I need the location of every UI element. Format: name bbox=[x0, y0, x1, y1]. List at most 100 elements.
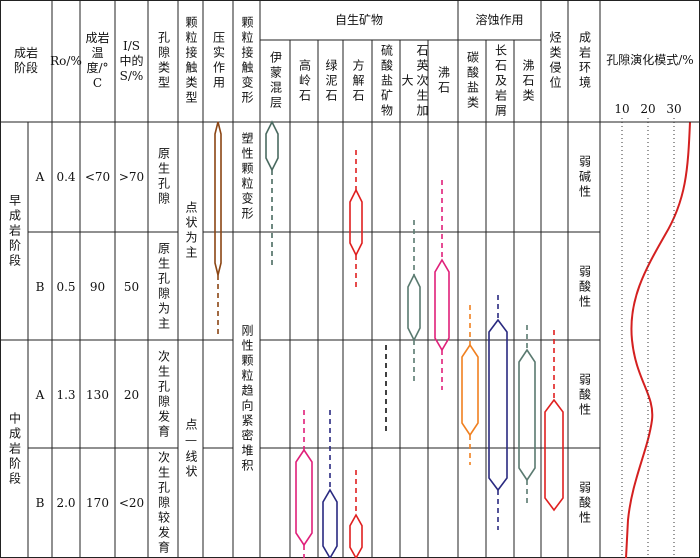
stage-name-text: 中成岩阶段 bbox=[7, 411, 22, 487]
header-cell-text: 成岩阶段 bbox=[13, 46, 38, 75]
range-glyph bbox=[349, 188, 363, 257]
header-cell: Ro/% bbox=[50, 0, 82, 122]
pore-type: 原生孔隙 bbox=[148, 122, 178, 232]
header-cell: 自生矿物 bbox=[260, 0, 458, 40]
header-cell-text: 长石及岩屑 bbox=[493, 43, 508, 119]
smectite-text: 20 bbox=[123, 387, 140, 402]
header-cell: 沸石 bbox=[428, 40, 458, 122]
pore-type-text: 次生孔隙较发育 bbox=[156, 450, 171, 556]
smectite-text: 50 bbox=[123, 279, 140, 294]
temperature-text: 170 bbox=[86, 495, 109, 510]
porosity-tick-label-text: 10 bbox=[614, 101, 630, 116]
header-cell: 烃类侵位 bbox=[541, 0, 568, 122]
deformation-text: 塑性颗粒变形 bbox=[240, 132, 254, 222]
substage: A bbox=[28, 122, 52, 232]
range-glyph bbox=[322, 488, 338, 558]
porosity-curve bbox=[625, 121, 691, 558]
header-cell: I/S中的S/% bbox=[115, 0, 148, 122]
header-cell-text: 石英次生加大 bbox=[400, 43, 429, 119]
deformation-text: 刚性颗粒趋向紧密堆积 bbox=[240, 324, 254, 474]
temperature-text: 90 bbox=[89, 279, 106, 294]
header-cell: 长石及岩屑 bbox=[486, 40, 514, 122]
header-cell-text: 沸石类 bbox=[521, 58, 535, 104]
substage-text: A bbox=[35, 387, 45, 402]
smectite: 50 bbox=[115, 232, 148, 342]
range-glyph bbox=[461, 343, 479, 437]
porosity-tick-label: 20 bbox=[636, 100, 660, 118]
header-cell: 绿泥石 bbox=[318, 40, 343, 122]
range-glyph bbox=[349, 513, 363, 558]
header-cell: 溶蚀作用 bbox=[458, 0, 541, 40]
pore-type: 次生孔隙较发育 bbox=[148, 448, 178, 558]
substage-text: B bbox=[35, 279, 45, 294]
environment: 弱酸性 bbox=[568, 340, 600, 450]
contact-type: 点状为主 bbox=[178, 122, 203, 340]
porosity-tick-label-text: 20 bbox=[640, 101, 656, 116]
pore-type-text: 次生孔隙发育 bbox=[156, 350, 171, 440]
range-glyph bbox=[434, 258, 450, 352]
header-cell-text: 成岩温度/°C bbox=[85, 31, 110, 90]
header-cell-text: 孔隙演化模式/% bbox=[606, 52, 694, 67]
header-cell: 方解石 bbox=[343, 40, 372, 122]
environment: 弱酸性 bbox=[568, 448, 600, 558]
header-cell: 成岩阶段 bbox=[0, 0, 52, 122]
header-cell-text: I/S中的S/% bbox=[119, 38, 144, 83]
ro-value-text: 0.5 bbox=[56, 279, 76, 294]
porosity-tick-label-text: 30 bbox=[666, 101, 682, 116]
pore-type-text: 原生孔隙为主 bbox=[156, 242, 171, 332]
range-glyph bbox=[214, 121, 222, 276]
substage: B bbox=[28, 448, 52, 558]
substage-text: B bbox=[35, 495, 45, 510]
header-cell: 孔隙类型 bbox=[148, 0, 178, 122]
smectite: >70 bbox=[115, 122, 148, 232]
header-cell-text: 孔隙类型 bbox=[156, 31, 171, 91]
environment: 弱酸性 bbox=[568, 232, 600, 342]
header-cell-text: 成岩环境 bbox=[577, 31, 592, 91]
ro-value: 1.3 bbox=[52, 340, 80, 450]
header-cell-text: Ro/% bbox=[50, 53, 82, 68]
pore-type: 次生孔隙发育 bbox=[148, 340, 178, 450]
range-glyph bbox=[488, 318, 508, 492]
substage-text: A bbox=[35, 169, 45, 184]
header-cell: 压实作用 bbox=[203, 0, 233, 122]
pore-type: 原生孔隙为主 bbox=[148, 232, 178, 342]
header-cell-text: 颗粒接触变形 bbox=[240, 16, 254, 106]
substage: B bbox=[28, 232, 52, 342]
header-cell-text: 自生矿物 bbox=[334, 12, 383, 27]
header-cell: 沸石类 bbox=[514, 40, 541, 122]
smectite: <20 bbox=[115, 448, 148, 558]
header-cell-text: 伊蒙混层 bbox=[268, 51, 283, 111]
header-cell-text: 沸石 bbox=[436, 66, 451, 96]
deformation: 刚性颗粒趋向紧密堆积 bbox=[233, 240, 260, 558]
header-cell-text: 颗粒接触类型 bbox=[184, 16, 198, 106]
smectite-text: >70 bbox=[118, 169, 145, 184]
range-glyph bbox=[265, 120, 279, 172]
contact-type-text: 点—线状 bbox=[184, 418, 198, 480]
environment-text: 弱酸性 bbox=[577, 372, 592, 418]
substage: A bbox=[28, 340, 52, 450]
pore-type-text: 原生孔隙 bbox=[156, 147, 171, 207]
porosity-tick-label: 10 bbox=[610, 100, 634, 118]
header-cell: 颗粒接触类型 bbox=[178, 0, 203, 122]
ro-value-text: 1.3 bbox=[56, 387, 76, 402]
temperature: <70 bbox=[80, 122, 115, 232]
smectite-text: <20 bbox=[118, 495, 145, 510]
contact-type: 点—线状 bbox=[178, 340, 203, 558]
header-cell: 颗粒接触变形 bbox=[233, 0, 260, 122]
temperature-text: <70 bbox=[84, 169, 111, 184]
header-cell: 成岩环境 bbox=[568, 0, 600, 122]
contact-type-text: 点状为主 bbox=[184, 201, 198, 261]
environment-text: 弱酸性 bbox=[577, 480, 592, 526]
header-cell-text: 硫酸盐矿物 bbox=[379, 43, 394, 119]
temperature: 170 bbox=[80, 448, 115, 558]
stage-name: 中成岩阶段 bbox=[0, 340, 28, 558]
range-glyph bbox=[295, 448, 313, 547]
stage-name-text: 早成岩阶段 bbox=[7, 193, 22, 269]
header-cell: 高岭石 bbox=[290, 40, 318, 122]
environment-text: 弱酸性 bbox=[577, 264, 592, 310]
porosity-tick-label: 30 bbox=[662, 100, 686, 118]
smectite: 20 bbox=[115, 340, 148, 450]
ro-value-text: 0.4 bbox=[56, 169, 76, 184]
